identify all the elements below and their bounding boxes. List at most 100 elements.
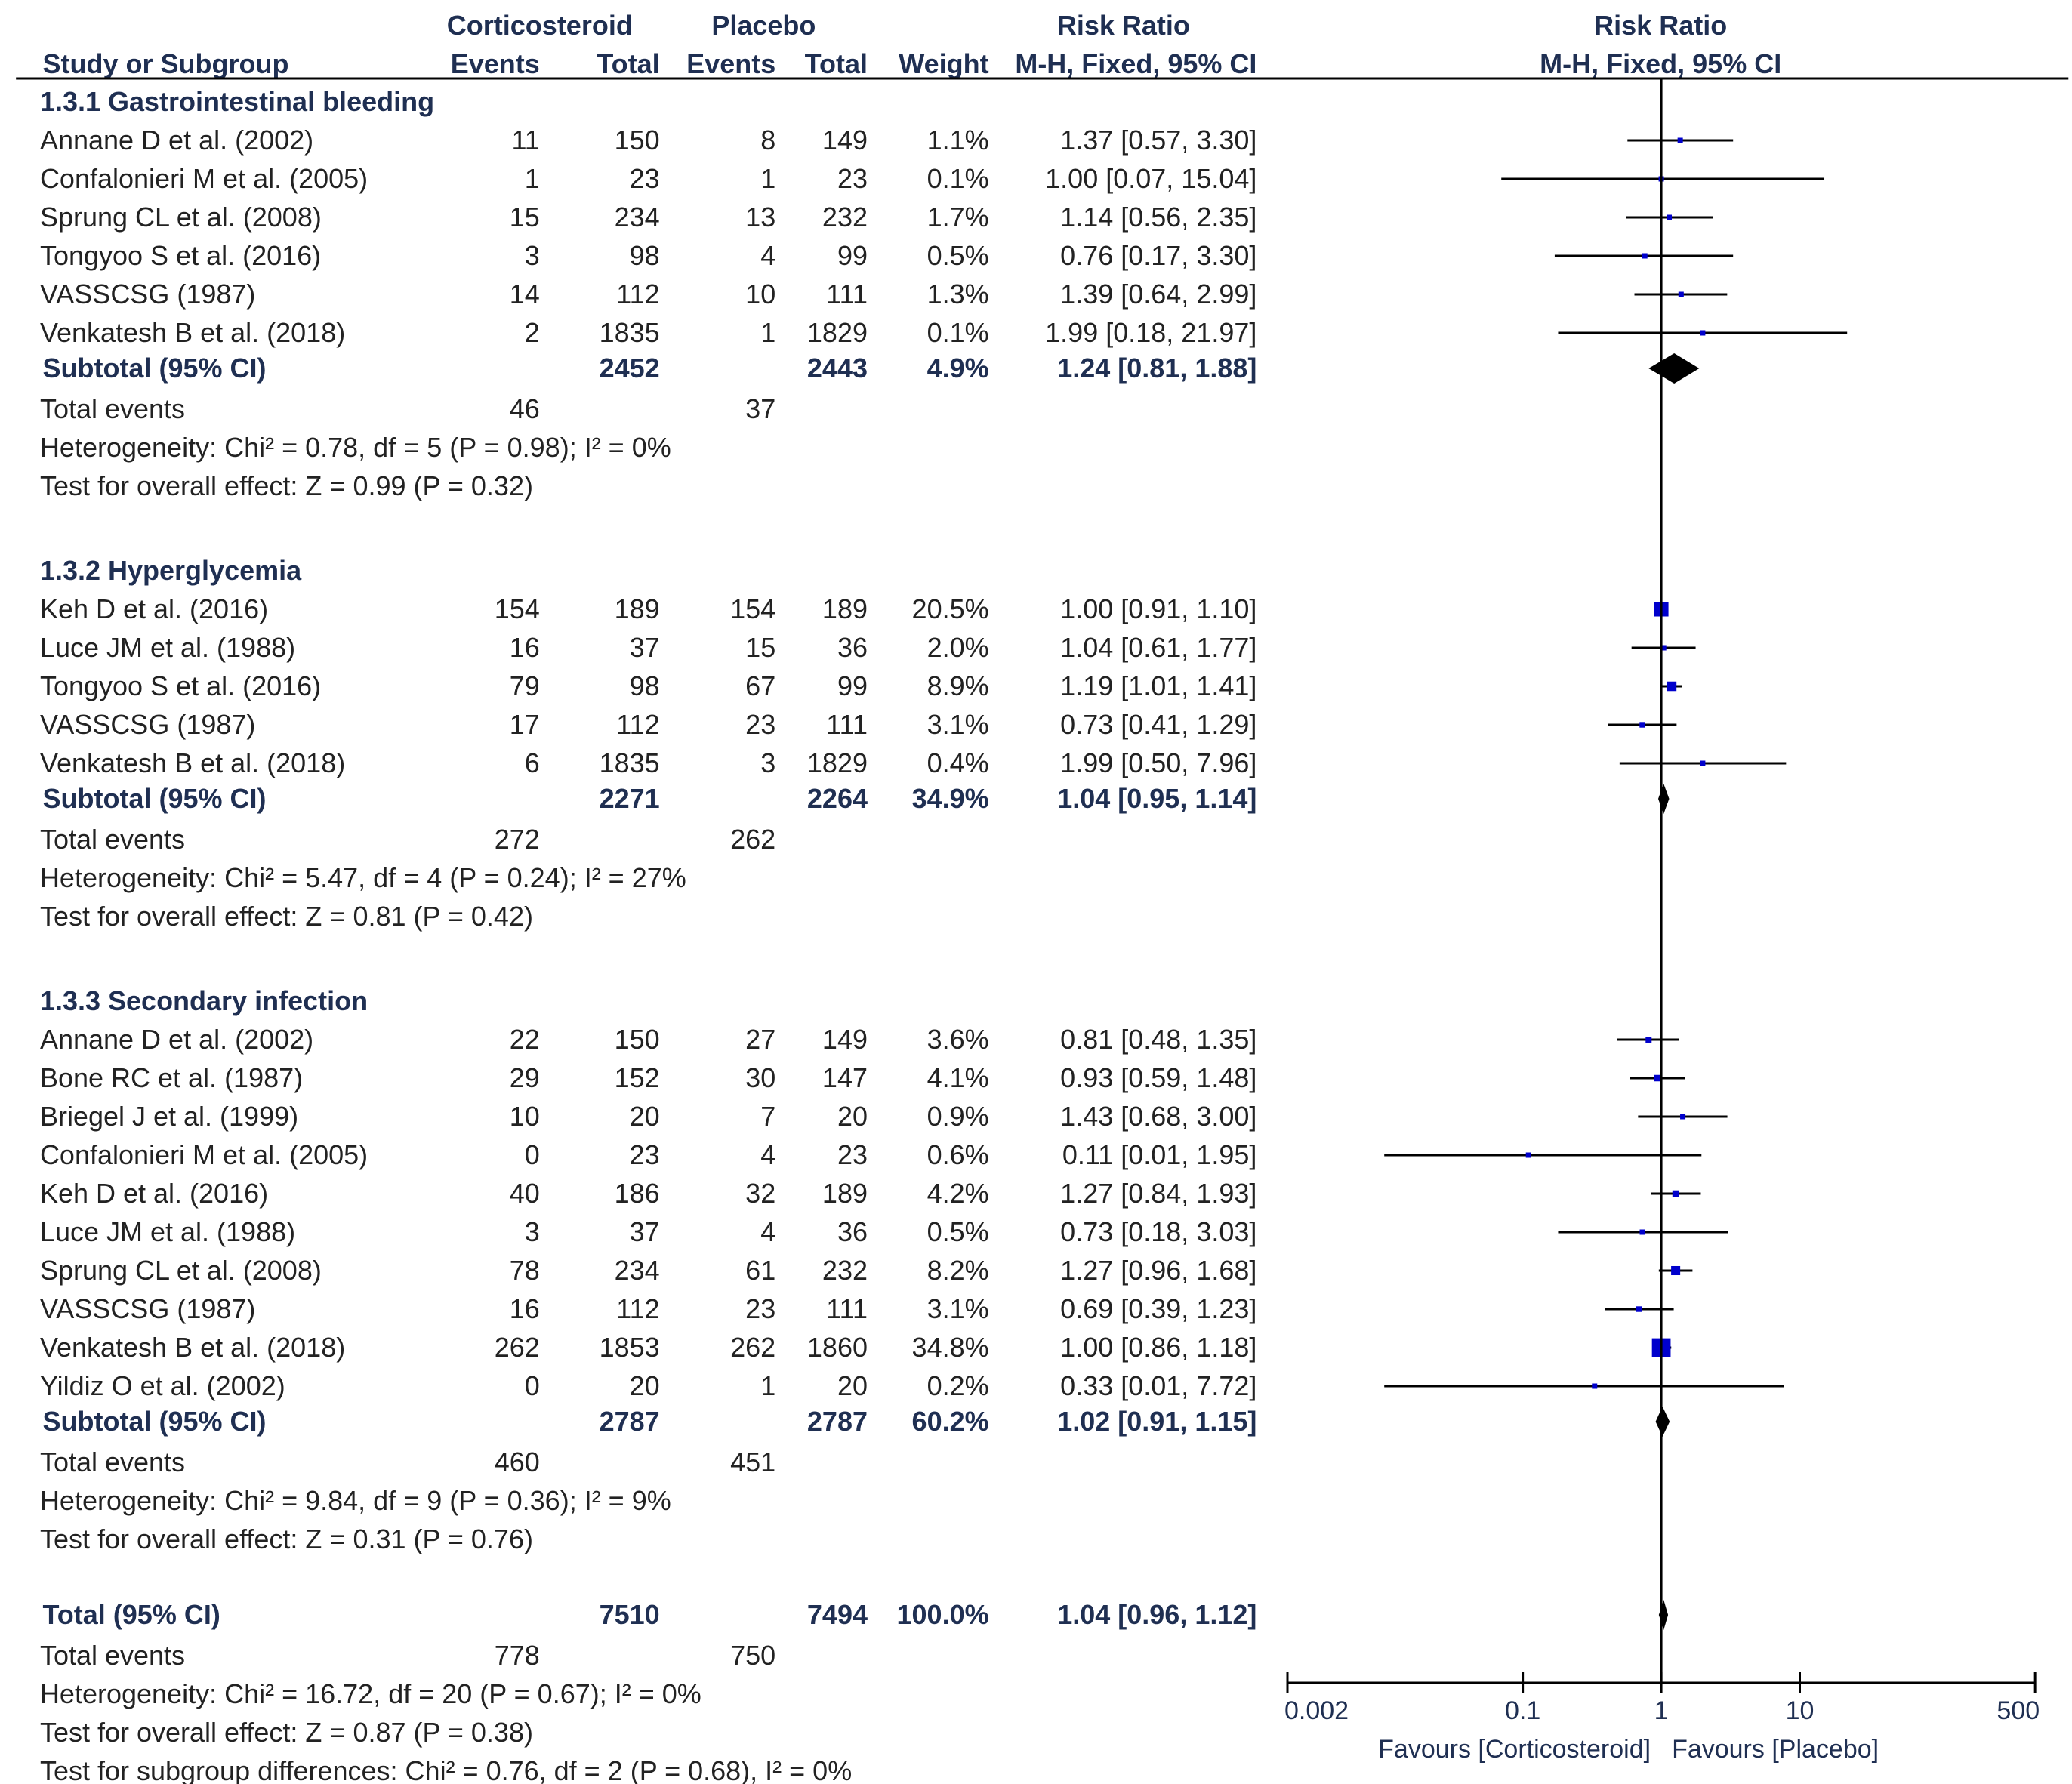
- study-row-events-2: 4: [760, 1216, 775, 1247]
- study-row-name: Tongyoo S et al. (2016): [40, 240, 321, 271]
- study-row-weight: 0.9%: [927, 1101, 989, 1132]
- study-row-weight: 8.9%: [927, 670, 989, 701]
- study-row-weight: 1.1%: [927, 125, 989, 156]
- study-row-events-1: 1: [525, 163, 540, 194]
- overall-effect-text: Test for overall effect: Z = 0.87 (P = 0…: [40, 1717, 533, 1748]
- study-row-total-1: 234: [615, 202, 660, 233]
- study-row-total-1: 98: [630, 240, 660, 271]
- study-row-total-1: 150: [615, 125, 660, 156]
- subtotal-row-ci: 1.04 [0.95, 1.14]: [1057, 783, 1256, 814]
- header-weight: Weight: [899, 48, 988, 79]
- study-point: [1680, 1114, 1686, 1120]
- total-events-label: Total events: [40, 1447, 185, 1477]
- study-row-events-1: 154: [495, 593, 540, 624]
- study-point: [1667, 681, 1677, 692]
- study-row-total-2: 36: [837, 632, 868, 663]
- study-row-events-2: 67: [745, 670, 775, 701]
- study-row-events-1: 3: [525, 1216, 540, 1247]
- study-row-ci: 1.27 [0.84, 1.93]: [1060, 1178, 1256, 1209]
- total-events-1: 272: [495, 824, 540, 855]
- subtotal-row-label: Subtotal (95% CI): [42, 783, 266, 814]
- study-row-ci: 1.00 [0.07, 15.04]: [1045, 163, 1256, 194]
- study-row-name: VASSCSG (1987): [40, 279, 255, 310]
- study-point: [1525, 1152, 1531, 1158]
- study-row-ci: 0.11 [0.01, 1.95]: [1062, 1139, 1257, 1170]
- study-point: [1592, 1383, 1598, 1389]
- study-row-weight: 34.8%: [912, 1332, 989, 1363]
- study-row-events-1: 79: [510, 670, 540, 701]
- study-row-name: Sprung CL et al. (2008): [40, 202, 322, 233]
- study-row-events-2: 8: [760, 125, 775, 156]
- study-row-events-2: 3: [760, 747, 775, 778]
- study-row-name: VASSCSG (1987): [40, 1293, 255, 1324]
- total-row-ci: 1.04 [0.96, 1.12]: [1057, 1599, 1256, 1630]
- study-row-ci: 0.76 [0.17, 3.30]: [1060, 240, 1256, 271]
- study-row-events-1: 40: [510, 1178, 540, 1209]
- study-row-total-1: 1835: [600, 747, 660, 778]
- total-row-total-1: 7510: [600, 1599, 660, 1630]
- study-row-weight: 4.2%: [927, 1178, 989, 1209]
- subtotal-row-total-2: 2787: [807, 1406, 868, 1437]
- study-row-total-1: 186: [615, 1178, 660, 1209]
- study-row-events-2: 262: [730, 1332, 775, 1363]
- subtotal-row-ci: 1.02 [0.91, 1.15]: [1057, 1406, 1256, 1437]
- study-row-ci: 0.73 [0.18, 3.03]: [1060, 1216, 1256, 1247]
- study-row-total-1: 37: [630, 1216, 660, 1247]
- study-row-total-2: 232: [822, 1255, 868, 1286]
- study-row-total-2: 111: [826, 709, 868, 740]
- study-row-total-1: 112: [616, 279, 659, 310]
- study-row-weight: 2.0%: [927, 632, 989, 663]
- x-tick-label: 0.1: [1505, 1696, 1540, 1725]
- study-row-weight: 3.1%: [927, 709, 989, 740]
- study-point: [1678, 291, 1684, 297]
- header-plot-method: M-H, Fixed, 95% CI: [1540, 48, 1781, 79]
- subtotal-row-label: Subtotal (95% CI): [42, 353, 266, 384]
- study-row-weight: 1.7%: [927, 202, 989, 233]
- subtotal-row-total-1: 2452: [600, 353, 660, 384]
- header-group1: Corticosteroid: [447, 10, 633, 41]
- favours-left-label: Favours [Corticosteroid]: [1378, 1735, 1651, 1764]
- study-row-events-2: 27: [745, 1024, 775, 1055]
- study-row-ci: 1.99 [0.18, 21.97]: [1045, 317, 1256, 348]
- x-tick-label: 500: [1996, 1696, 2040, 1725]
- study-row-total-1: 20: [630, 1101, 660, 1132]
- study-row-ci: 1.04 [0.61, 1.77]: [1060, 632, 1256, 663]
- study-row-total-2: 189: [822, 1178, 868, 1209]
- study-row-name: Venkatesh B et al. (2018): [40, 747, 345, 778]
- subtotal-row-total-2: 2264: [807, 783, 868, 814]
- subtotal-row-weight: 4.9%: [927, 353, 989, 384]
- study-row-events-1: 29: [510, 1062, 540, 1093]
- study-row-events-1: 10: [510, 1101, 540, 1132]
- subtotal-row-total-1: 2271: [600, 783, 660, 814]
- favours-right-label: Favours [Placebo]: [1672, 1735, 1879, 1764]
- total-events-1: 46: [510, 393, 540, 424]
- study-row-events-1: 2: [525, 317, 540, 348]
- study-row-weight: 3.6%: [927, 1024, 989, 1055]
- study-row-events-1: 15: [510, 202, 540, 233]
- study-row-name: Annane D et al. (2002): [40, 125, 313, 156]
- header-risk-ratio: Risk Ratio: [1057, 10, 1190, 41]
- subtotal-diamond: [1648, 353, 1700, 384]
- study-row-name: Venkatesh B et al. (2018): [40, 317, 345, 348]
- x-tick-label: 10: [1786, 1696, 1815, 1725]
- study-row-events-2: 1: [760, 163, 775, 194]
- study-row-total-2: 1829: [807, 317, 868, 348]
- study-row-name: Annane D et al. (2002): [40, 1024, 313, 1055]
- total-events-label: Total events: [40, 393, 185, 424]
- study-row-events-2: 13: [745, 202, 775, 233]
- study-row-total-2: 36: [837, 1216, 868, 1247]
- study-point: [1636, 1306, 1642, 1312]
- header-study: Study or Subgroup: [42, 48, 288, 79]
- study-row-total-1: 37: [630, 632, 660, 663]
- x-tick-label: 1: [1654, 1696, 1669, 1725]
- overall-effect-text: Test for overall effect: Z = 0.31 (P = 0…: [40, 1524, 533, 1554]
- study-row-total-2: 23: [837, 163, 868, 194]
- overall-effect-text: Test for overall effect: Z = 0.81 (P = 0…: [40, 901, 533, 932]
- study-point: [1639, 722, 1645, 728]
- total-row-label: Total (95% CI): [42, 1599, 220, 1630]
- study-row-name: Keh D et al. (2016): [40, 1178, 268, 1209]
- heterogeneity-text: Heterogeneity: Chi² = 5.47, df = 4 (P = …: [40, 862, 686, 893]
- study-row-events-2: 4: [760, 240, 775, 271]
- study-point: [1654, 1074, 1660, 1082]
